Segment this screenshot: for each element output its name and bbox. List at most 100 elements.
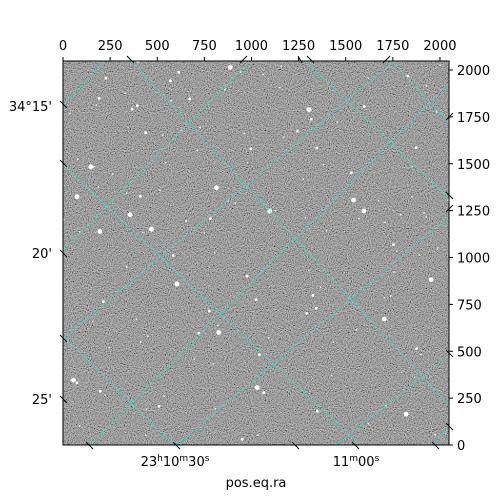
star <box>93 165 95 168</box>
grid-line <box>63 61 105 106</box>
star <box>385 405 387 407</box>
star <box>111 173 114 175</box>
star <box>367 77 370 79</box>
top-tick-label: 1750 <box>376 39 409 54</box>
star <box>240 437 244 441</box>
star <box>377 200 380 202</box>
top-tick-label: 500 <box>145 39 170 54</box>
star <box>139 341 142 343</box>
star <box>75 381 79 385</box>
star <box>393 271 395 273</box>
right-tick-label: 750 <box>457 298 482 313</box>
star <box>127 212 133 218</box>
star <box>196 150 198 152</box>
top-tick-label: 1250 <box>282 39 315 54</box>
star <box>322 163 325 166</box>
star <box>420 353 422 356</box>
star <box>439 64 442 66</box>
star <box>130 107 134 111</box>
star <box>207 309 211 313</box>
star <box>304 217 307 219</box>
star <box>77 158 79 160</box>
star <box>358 217 360 220</box>
star <box>389 295 392 297</box>
star <box>392 243 395 247</box>
star <box>159 189 161 191</box>
dec-tick-label-3: 25' <box>32 393 52 408</box>
star <box>384 221 386 224</box>
ra-tick-label-2: 11m00s <box>333 454 380 470</box>
sky-image <box>63 61 449 445</box>
star <box>245 274 249 278</box>
star <box>355 329 358 331</box>
star <box>208 217 212 221</box>
star <box>135 318 138 321</box>
star <box>164 161 167 164</box>
right-tick-label: 2000 <box>457 64 490 79</box>
star <box>74 194 80 200</box>
star <box>296 129 299 133</box>
world-tick-mark <box>59 100 68 109</box>
star <box>234 202 237 204</box>
star <box>306 107 312 113</box>
star <box>315 409 319 413</box>
grid-line <box>63 61 395 339</box>
star <box>101 300 105 304</box>
star <box>243 132 246 135</box>
star <box>351 197 356 203</box>
right-tick-label: 1250 <box>457 205 490 220</box>
star <box>145 408 148 410</box>
star <box>92 320 94 323</box>
star <box>108 346 111 349</box>
top-tick-label: 750 <box>192 39 217 54</box>
star <box>336 121 339 123</box>
grid-line <box>63 61 251 251</box>
star <box>142 231 144 234</box>
grid-line <box>304 61 449 199</box>
star <box>309 117 313 121</box>
star <box>227 64 233 70</box>
star <box>212 363 214 365</box>
world-tick-mark <box>297 55 303 64</box>
star <box>437 247 439 249</box>
star <box>213 252 216 254</box>
star <box>193 358 196 360</box>
top-tick-label: 0 <box>59 39 67 54</box>
star <box>78 231 81 233</box>
star <box>170 100 172 102</box>
star <box>98 389 102 393</box>
star <box>163 395 165 397</box>
star <box>124 92 126 95</box>
star <box>157 404 161 408</box>
star <box>418 254 421 256</box>
star <box>171 254 175 257</box>
world-tick-mark <box>445 191 454 200</box>
star <box>361 208 367 214</box>
x-axis-label: pos.eq.ra <box>226 476 287 491</box>
star <box>145 434 147 437</box>
right-tick-label: 1000 <box>457 252 490 267</box>
star <box>280 65 283 67</box>
star <box>302 178 304 180</box>
star <box>283 136 285 138</box>
star <box>177 71 181 74</box>
star <box>249 147 253 151</box>
star <box>367 423 370 425</box>
star <box>332 341 335 344</box>
coordinate-grid <box>63 61 449 445</box>
star <box>311 294 315 297</box>
grid-line <box>63 164 361 445</box>
right-tick-label: 1750 <box>457 111 490 126</box>
star <box>403 411 409 417</box>
star <box>214 185 219 191</box>
star <box>381 316 387 322</box>
world-tick-mark <box>85 441 94 450</box>
grid-line <box>430 426 449 445</box>
star <box>185 220 187 222</box>
star <box>411 165 414 168</box>
world-tick-mark <box>59 334 68 343</box>
world-tick-mark <box>126 55 135 64</box>
world-tick-mark <box>59 249 68 258</box>
star <box>314 306 318 310</box>
grid-line <box>391 61 449 124</box>
